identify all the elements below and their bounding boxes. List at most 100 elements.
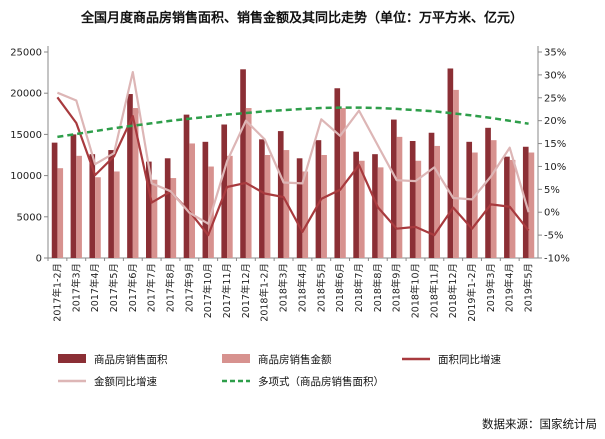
y-right-tick-label: 10%	[544, 162, 566, 173]
y-right-tick-label: 30%	[544, 70, 566, 81]
bar-area	[334, 88, 341, 258]
legend-swatch	[222, 354, 250, 363]
bar-area	[146, 161, 152, 258]
bar-area	[372, 154, 378, 258]
bar-amount	[321, 155, 327, 258]
y-right-tick-label: -5%	[544, 231, 563, 242]
bar-amount	[264, 155, 271, 258]
x-tick-label: 2017年10月	[202, 263, 214, 318]
x-tick-label: 2018年8月	[372, 263, 384, 312]
bar-area	[315, 140, 322, 258]
bar-area	[89, 154, 96, 258]
lines	[56, 70, 530, 237]
x-tick-label: 2018年12月	[447, 263, 459, 318]
bar-amount	[95, 177, 101, 258]
bar-area	[240, 69, 246, 258]
bars	[51, 68, 535, 259]
y-right-tick-label: 35%	[544, 48, 566, 59]
bar-area	[259, 139, 265, 258]
bar-amount	[113, 171, 120, 258]
bar-amount	[132, 108, 139, 258]
bar-amount	[396, 136, 403, 258]
bar-amount	[57, 168, 64, 258]
x-tick-label: 2018年5月	[315, 263, 327, 312]
bar-area	[164, 158, 171, 258]
bar-amount	[472, 152, 478, 258]
x-tick-label: 2017年6月	[127, 263, 139, 312]
legend-label: 多项式（商品房销售面积）	[258, 375, 384, 388]
y-left-tick-label: 25000	[10, 48, 42, 59]
bar-amount	[434, 145, 440, 258]
x-tick-label: 2017年5月	[108, 263, 120, 312]
bar-amount	[377, 167, 384, 258]
bar-area	[70, 134, 77, 258]
y-right-tick-label: 15%	[544, 139, 566, 150]
x-tick-label: 2017年9月	[183, 263, 195, 312]
bar-amount	[453, 89, 459, 259]
bar-amount	[245, 108, 252, 258]
x-tick-label: 2018年9月	[391, 263, 403, 312]
x-tick-label: 2017年3月	[70, 263, 82, 312]
bar-area	[183, 114, 190, 259]
y-left-tick-label: 10000	[10, 171, 42, 182]
y-right-tick-label: 5%	[544, 185, 560, 196]
legend-label: 商品房销售金额	[258, 353, 332, 366]
bar-area	[485, 127, 491, 258]
bar-area	[108, 150, 114, 258]
bar-area	[51, 142, 58, 258]
bar-amount	[340, 108, 346, 258]
bar-amount	[170, 178, 177, 258]
y-right-tick-label: 25%	[544, 93, 566, 104]
x-tick-label: 2017年12月	[240, 263, 252, 318]
bar-area	[447, 68, 454, 258]
trend-line	[57, 106, 529, 139]
bar-amount	[76, 155, 82, 258]
bar-amount	[227, 155, 233, 258]
legend-label: 面积同比增速	[438, 353, 501, 366]
x-tick-label: 2019年3月	[485, 263, 497, 312]
x-tick-label: 2019年1-2月	[466, 263, 478, 322]
x-tick-label: 2017年1-2月	[51, 263, 63, 322]
x-tick-label: 2018年11月	[428, 263, 440, 318]
bar-area	[428, 132, 435, 258]
legend-label: 金额同比增速	[94, 375, 157, 388]
x-tick-label: 2017年4月	[89, 263, 101, 312]
chart-title: 全国月度商品房销售面积、销售金额及其同比走势（单位：万平方米、亿元）	[80, 10, 523, 26]
area-growth-line	[56, 96, 530, 237]
x-tick-label: 2017年7月	[146, 263, 158, 312]
axes: 0 5000 10000 15000 20000 25000 -10% -5% 0% 5% 10% 1…	[10, 46, 570, 322]
y-right-tick-label: -10%	[544, 254, 570, 265]
bar-area	[391, 119, 397, 259]
bar-area	[353, 151, 359, 258]
bar-amount	[189, 143, 195, 258]
bar-amount	[151, 179, 158, 258]
y-left-tick-label: 20000	[10, 89, 42, 100]
x-tick-label: 2017年8月	[165, 263, 177, 312]
x-tick-label: 2018年1-2月	[259, 263, 271, 322]
source-note: 数据来源：国家统计局	[482, 417, 597, 431]
bar-area	[409, 140, 416, 258]
x-tick-label: 2018年4月	[296, 263, 308, 312]
x-tick-label: 2019年5月	[523, 263, 535, 312]
bar-area	[202, 141, 209, 258]
x-tick-label: 2018年6月	[334, 263, 346, 312]
y-left-tick-label: 15000	[10, 130, 42, 141]
bar-amount	[528, 152, 535, 258]
y-right-tick-label: 20%	[544, 116, 566, 127]
bar-amount	[358, 160, 365, 258]
x-tick-label: 2018年10月	[410, 263, 422, 318]
bar-amount	[490, 140, 497, 258]
bar-area	[277, 131, 284, 258]
bar-area	[127, 94, 133, 258]
y-left-tick-label: 0	[36, 254, 42, 265]
bar-amount	[302, 171, 309, 258]
legend-swatch	[58, 354, 86, 363]
legend-label: 商品房销售面积	[94, 353, 168, 366]
y-left-tick-label: 5000	[17, 212, 42, 223]
x-tick-label: 2019年4月	[504, 263, 516, 312]
x-tick-label: 2018年3月	[278, 263, 290, 312]
x-tick-label: 2018年7月	[353, 263, 365, 312]
amount-growth-line	[56, 70, 530, 225]
